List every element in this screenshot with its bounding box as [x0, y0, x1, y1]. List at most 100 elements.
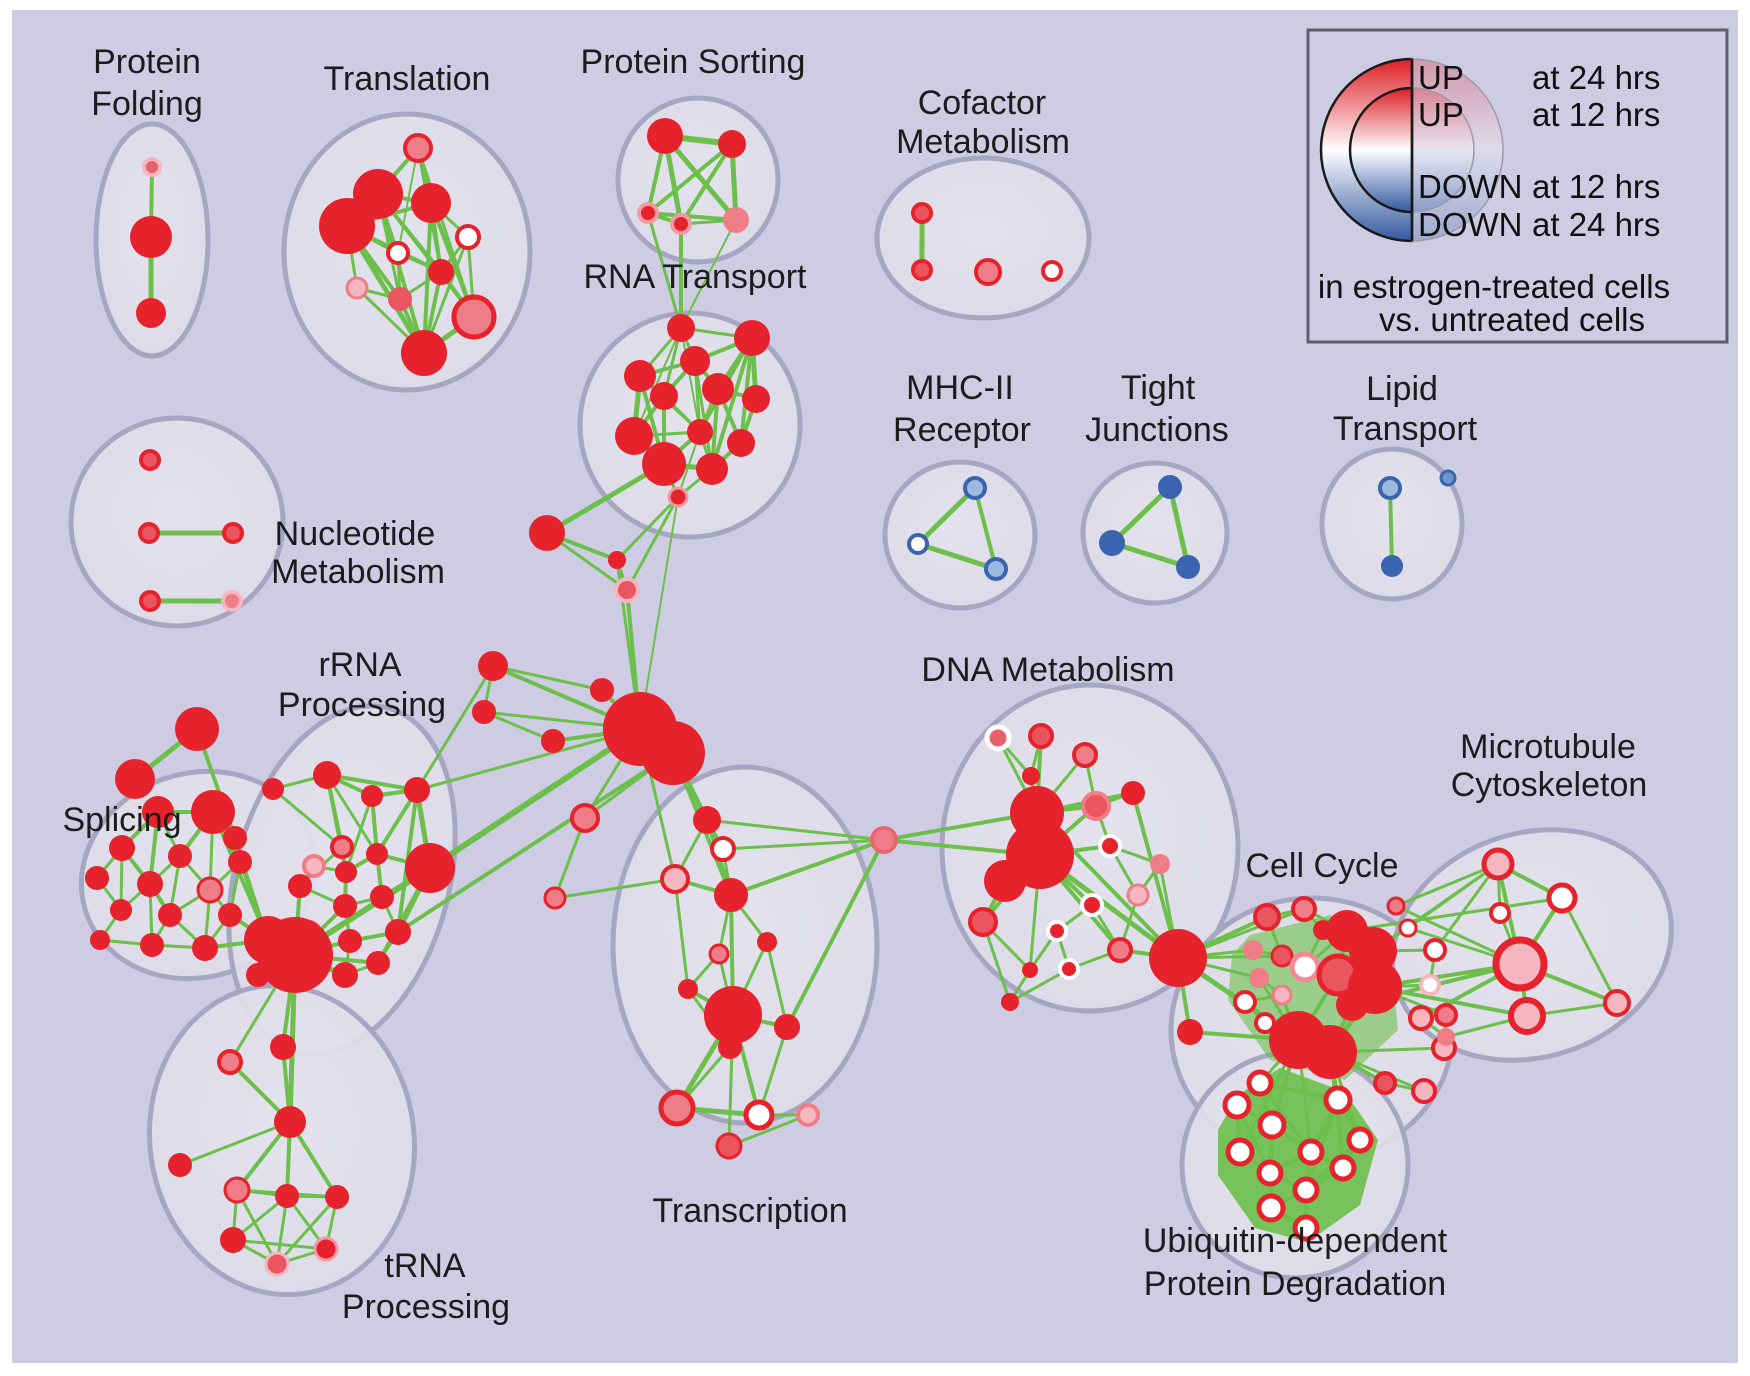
cluster-label-nucleotide-metabolism: Nucleotide [275, 515, 436, 553]
cluster-hull-nucleotide-metabolism [68, 415, 286, 629]
cluster-hull-protein-sorting [615, 95, 781, 265]
gene-node [142, 796, 174, 828]
gene-node [388, 287, 412, 311]
network-edge [1433, 862, 1500, 952]
network-edge [1109, 484, 1173, 546]
gene-node [270, 1034, 296, 1060]
gene-node [1022, 767, 1040, 785]
gene-node [968, 907, 998, 937]
network-edge [625, 495, 680, 592]
gene-node [1256, 1159, 1284, 1187]
gene-node [246, 963, 270, 987]
gene-node [1041, 260, 1063, 282]
legend-caption-line1: in estrogen-treated cells [1318, 268, 1670, 305]
network-edge [344, 794, 374, 874]
gene-node [220, 1227, 246, 1253]
cluster-hull-mhc-ii-receptor [882, 459, 1038, 611]
network-edge [705, 818, 886, 842]
cluster-label-transcription: Transcription [652, 1192, 847, 1230]
gene-node [405, 843, 455, 893]
gene-node [223, 826, 247, 850]
gene-node [428, 259, 454, 285]
gene-node [1257, 1110, 1287, 1140]
gene-node [262, 778, 284, 800]
gene-node [404, 777, 430, 803]
gene-node [313, 1236, 339, 1262]
gene-node [228, 850, 252, 874]
cluster-label-splicing: Splicing [62, 801, 181, 839]
gene-node [1489, 902, 1511, 924]
cluster-label-cell-cycle: Cell Cycle [1245, 847, 1398, 885]
gene-node [1028, 723, 1054, 749]
cluster-label-trna-processing: Processing [342, 1288, 510, 1326]
network-edge [415, 664, 495, 792]
gene-node [1254, 1012, 1276, 1034]
gene-node [196, 876, 224, 904]
gene-node [313, 761, 341, 789]
gene-node [274, 1106, 306, 1138]
legend-border [1306, 28, 1729, 344]
network-edge [415, 727, 642, 792]
cluster-label-protein-folding: Protein [93, 43, 201, 81]
cluster-label-protein-folding: Folding [91, 85, 203, 123]
gene-node [168, 844, 192, 868]
gene-node [1150, 854, 1170, 874]
gene-node [984, 724, 1012, 752]
gene-node [614, 577, 640, 603]
gene-node [385, 919, 411, 945]
gene-node [1373, 1071, 1397, 1095]
legend-term-up-12: UP [1418, 96, 1464, 133]
gene-node [192, 935, 218, 961]
gene-node [1323, 1085, 1353, 1115]
network-edge [422, 201, 433, 355]
gene-node [1398, 918, 1418, 938]
gene-node [110, 899, 132, 921]
legend-term-down-24: DOWN [1418, 206, 1522, 243]
gene-node [335, 861, 357, 883]
network-edge [271, 787, 344, 849]
network-edge [973, 486, 998, 571]
gene-node [678, 979, 698, 999]
legend-inner-circle-left-icon [1348, 86, 1414, 214]
gene-node [139, 590, 161, 612]
gene-node [907, 533, 929, 555]
gene-node [1439, 469, 1457, 487]
cluster-label-cofactor-metabolism: Metabolism [896, 123, 1070, 161]
network-edge [1394, 862, 1500, 908]
network-edge [1109, 540, 1191, 570]
cluster-label-lipid-transport: Transport [1333, 410, 1478, 448]
network-edge [1560, 896, 1619, 1005]
gene-node [345, 276, 369, 300]
gene-node [1222, 1090, 1252, 1120]
gene-node [723, 207, 749, 233]
gene-node [1381, 555, 1403, 577]
legend-term-down-12: DOWN [1418, 168, 1522, 205]
legend-term-up-24: UP [1418, 59, 1464, 96]
network-edge [673, 877, 690, 991]
gene-node [696, 453, 728, 485]
gene-node [1271, 984, 1293, 1006]
gene-node [963, 476, 987, 500]
gene-node [1046, 920, 1068, 942]
legend-time-down-12: at 12 hrs [1532, 168, 1660, 205]
gene-node [1225, 1137, 1255, 1167]
network-edge [396, 751, 675, 934]
gene-node [660, 864, 690, 894]
gene-node [1603, 989, 1631, 1017]
cluster-label-rrna-processing: rRNA [318, 646, 401, 684]
gene-node [1126, 883, 1150, 907]
cluster-label-protein-sorting: Protein Sorting [581, 43, 806, 81]
gene-node [386, 241, 410, 265]
gene-node [1177, 1019, 1203, 1045]
gene-node [615, 417, 653, 455]
gene-node [455, 224, 481, 250]
network-edge [325, 773, 379, 856]
gene-node [175, 707, 219, 751]
gene-node [136, 298, 166, 328]
gene-node [137, 871, 163, 897]
network-edge [727, 1113, 810, 1148]
gene-node [478, 651, 508, 681]
gene-node [1508, 997, 1546, 1035]
gene-node [222, 522, 244, 544]
